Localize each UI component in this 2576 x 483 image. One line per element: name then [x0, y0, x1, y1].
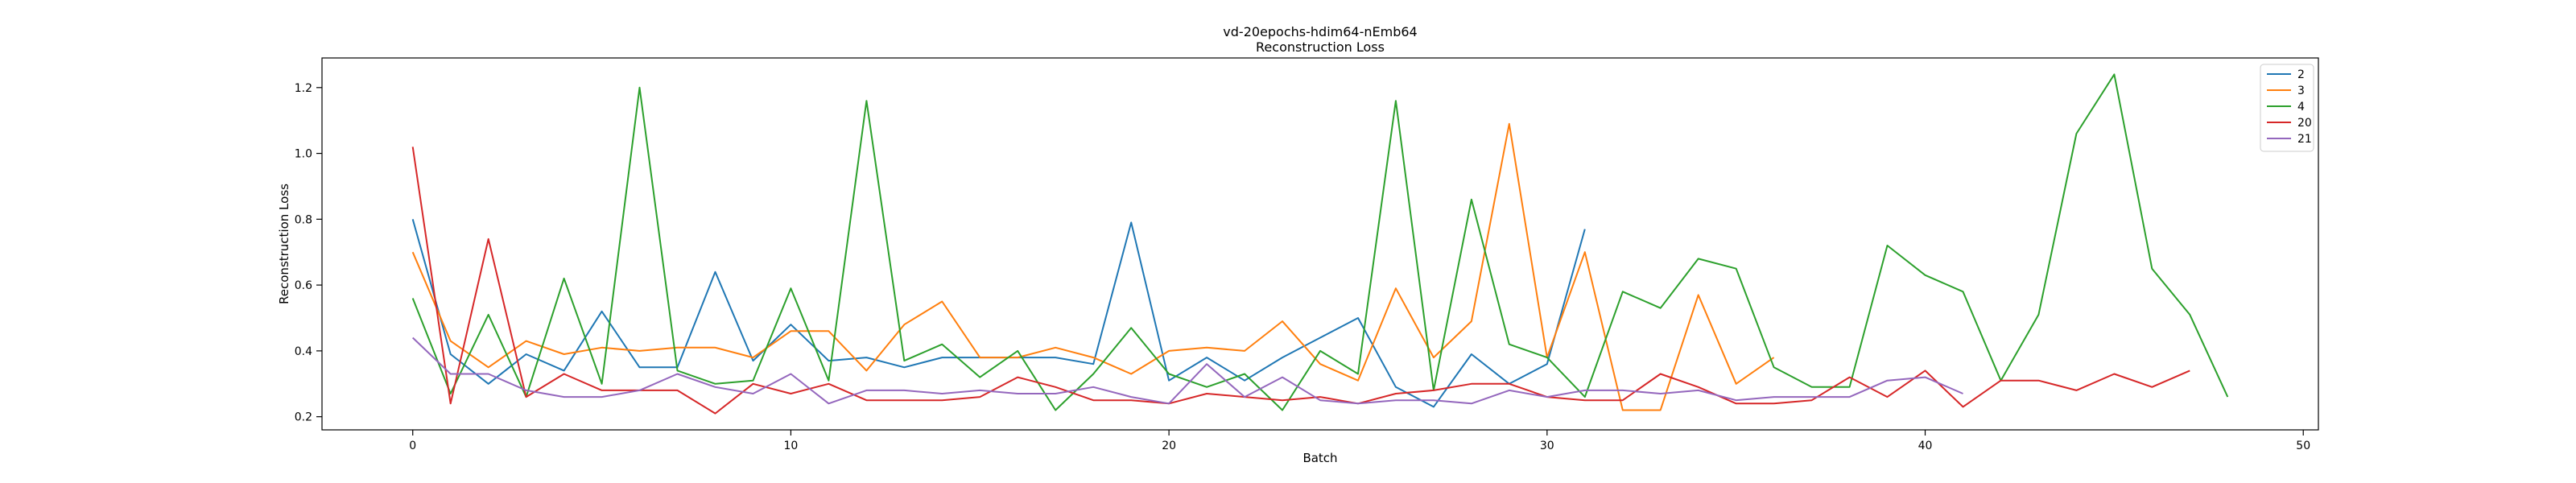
plot-area: 0 10 20 30 40 50 0.2 0.4 0.6 0.8 1.0 1.2	[295, 57, 2319, 452]
y-tick-label: 0.4	[295, 345, 312, 358]
x-tick-label: 50	[2296, 440, 2310, 452]
y-tick-label: 0.2	[295, 411, 312, 424]
y-tick-label: 1.2	[295, 82, 312, 95]
x-tick-label: 40	[1918, 440, 1933, 452]
x-tick-label: 0	[409, 440, 416, 452]
series-line-4	[411, 73, 2229, 411]
y-tick-label: 0.8	[295, 213, 312, 226]
series-line-21	[412, 336, 1963, 405]
series-layer	[411, 73, 2229, 415]
x-tick-label: 10	[784, 440, 799, 452]
x-axis-label: Batch	[1302, 451, 1337, 465]
legend-label: 21	[2297, 133, 2312, 146]
series-line-20	[411, 147, 2190, 415]
legend-label: 20	[2297, 117, 2312, 130]
y-tick-label: 1.0	[295, 148, 312, 161]
legend: 2 3 4 20 21	[2260, 64, 2314, 152]
x-tick-label: 20	[1162, 440, 1176, 452]
chart-subtitle: Reconstruction Loss	[1256, 39, 1385, 55]
legend-label: 2	[2297, 68, 2305, 81]
plot-frame	[321, 57, 2319, 431]
legend-label: 3	[2297, 85, 2305, 97]
y-axis: 0.2 0.4 0.6 0.8 1.0 1.2	[295, 82, 322, 424]
y-tick-label: 0.6	[295, 279, 312, 292]
x-axis: 0 10 20 30 40 50	[409, 430, 2310, 452]
x-tick-label: 30	[1540, 440, 1554, 452]
chart-title: vd-20epochs-hdim64-nEmb64	[1223, 24, 1417, 39]
y-axis-label: Reconstruction Loss	[277, 184, 291, 304]
legend-label: 4	[2297, 101, 2305, 114]
legend-box	[2260, 64, 2314, 152]
